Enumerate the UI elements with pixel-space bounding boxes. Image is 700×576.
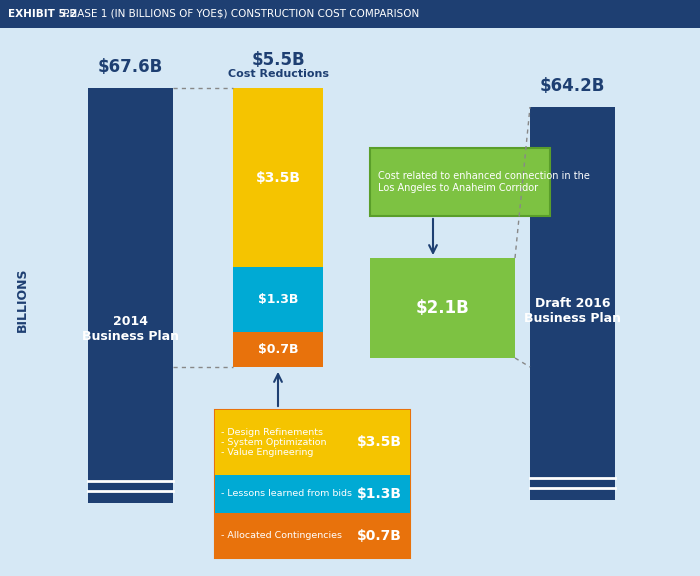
Text: - Design Refinements
- System Optimization
- Value Engineering: - Design Refinements - System Optimizati… — [221, 427, 326, 457]
Text: EXHIBIT 5.2: EXHIBIT 5.2 — [8, 9, 77, 19]
Bar — [88, 88, 173, 503]
Text: - Allocated Contingencies: - Allocated Contingencies — [221, 531, 342, 540]
Bar — [215, 513, 410, 558]
Text: $3.5B: $3.5B — [256, 170, 300, 184]
Bar — [370, 148, 550, 216]
Text: $1.3B: $1.3B — [258, 293, 298, 306]
Bar — [370, 258, 515, 358]
Bar — [530, 107, 615, 500]
Bar — [0, 0, 700, 28]
Text: BILLIONS: BILLIONS — [15, 268, 29, 332]
Text: Draft 2016
Business Plan: Draft 2016 Business Plan — [524, 297, 621, 325]
Bar — [233, 88, 323, 267]
Text: $67.6B: $67.6B — [98, 58, 163, 76]
Text: $2.1B: $2.1B — [416, 299, 470, 317]
Bar — [215, 475, 410, 513]
Text: $5.5B: $5.5B — [251, 51, 304, 69]
Bar — [215, 410, 410, 558]
Text: $0.7B: $0.7B — [258, 343, 298, 356]
Bar — [233, 267, 323, 332]
Text: $1.3B: $1.3B — [357, 487, 402, 501]
Text: PHASE 1 (IN BILLIONS OF YOE$) CONSTRUCTION COST COMPARISON: PHASE 1 (IN BILLIONS OF YOE$) CONSTRUCTI… — [60, 9, 419, 19]
Bar — [233, 332, 323, 367]
Text: $64.2B: $64.2B — [540, 77, 606, 95]
Text: $0.7B: $0.7B — [357, 529, 402, 543]
Text: - Lessons learned from bids: - Lessons learned from bids — [221, 490, 352, 498]
Bar — [215, 410, 410, 475]
Text: $3.5B: $3.5B — [357, 435, 402, 449]
Text: Cost Reductions: Cost Reductions — [228, 69, 328, 79]
Text: 2014
Business Plan: 2014 Business Plan — [82, 314, 179, 343]
Text: Cost related to enhanced connection in the
Los Angeles to Anaheim Corridor: Cost related to enhanced connection in t… — [378, 171, 590, 193]
